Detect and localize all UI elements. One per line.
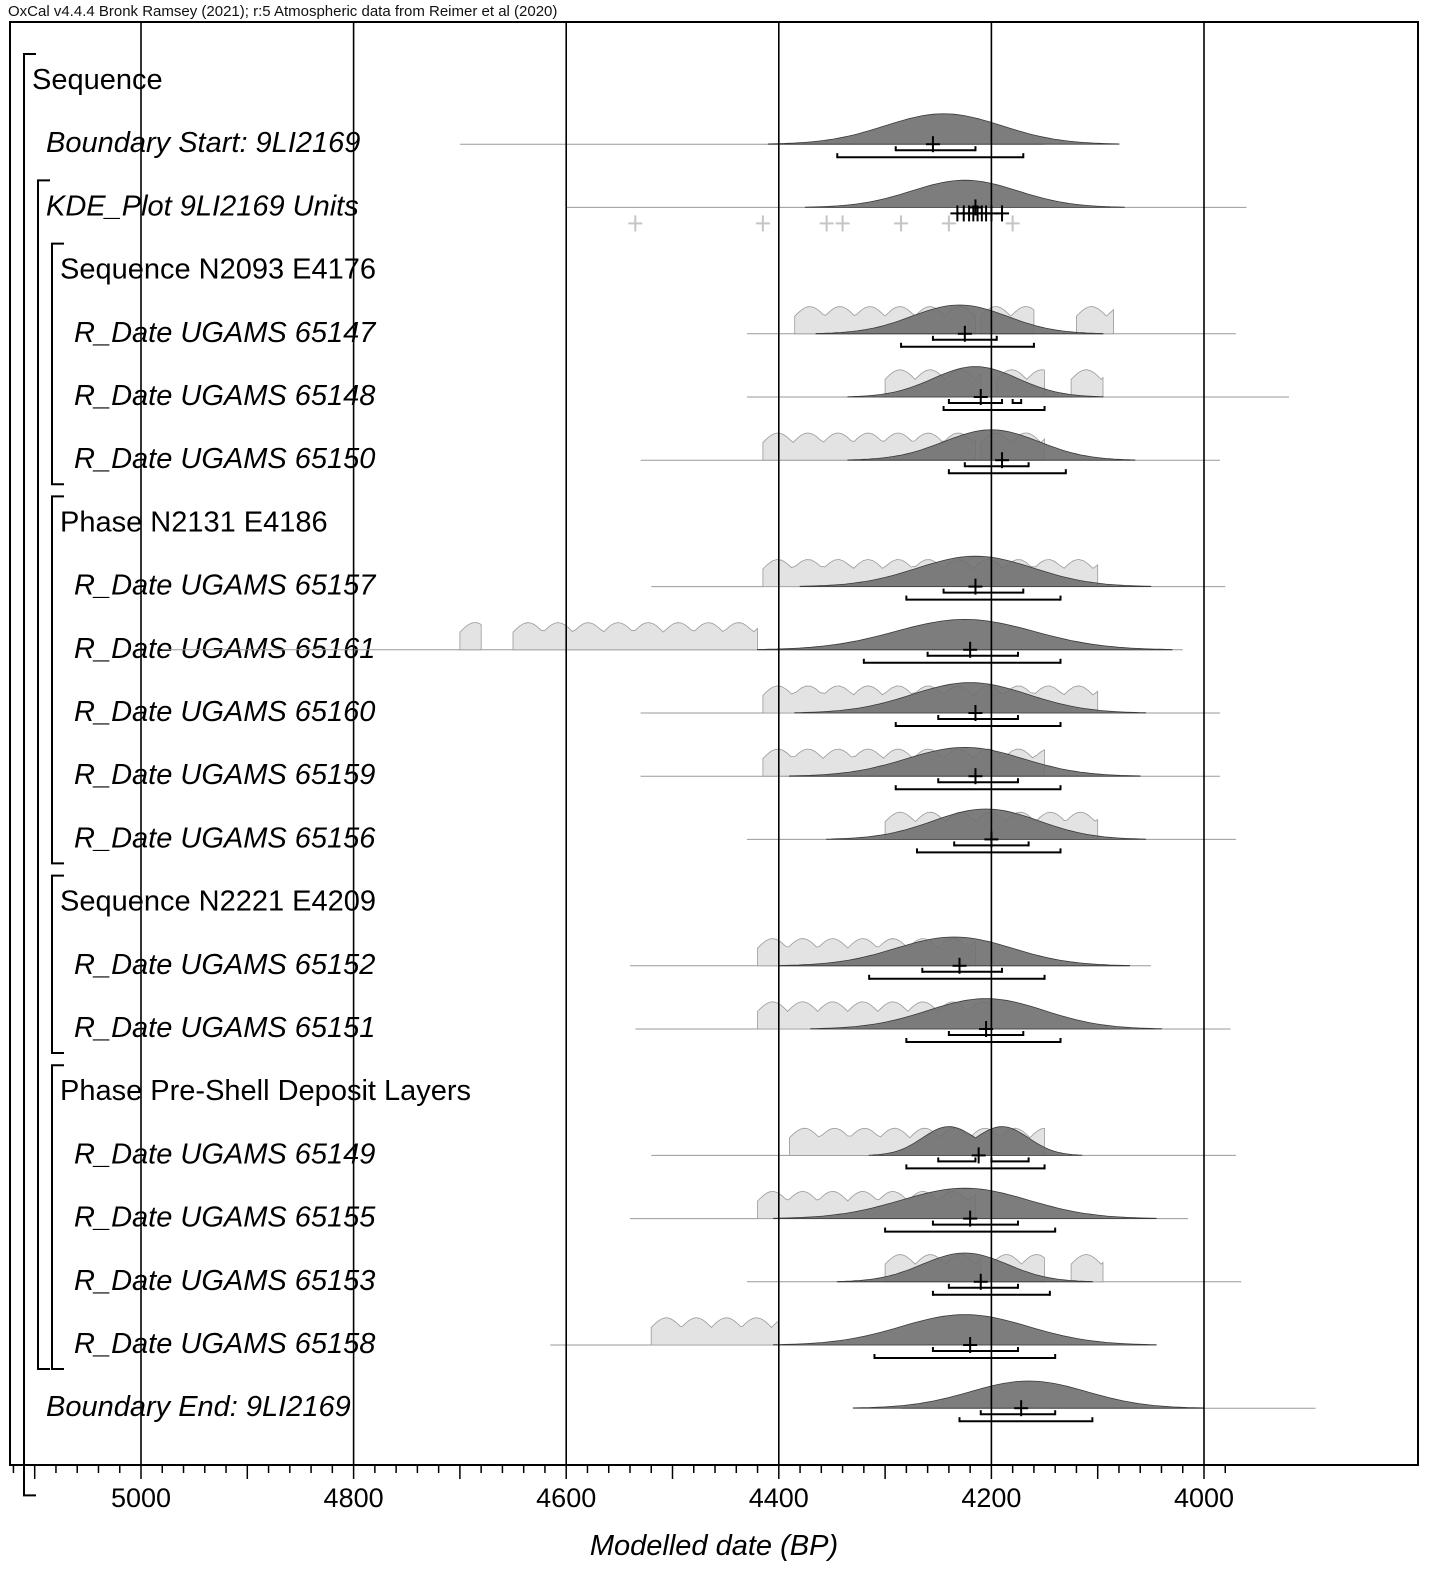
- row-13: Sequence N2221 E4209: [60, 886, 376, 918]
- group-label: Sequence N2093 E4176: [60, 254, 376, 286]
- posterior-area: [815, 304, 1104, 335]
- likelihood-area: [1070, 369, 1104, 398]
- row-19: R_Date UGAMS 65153: [74, 1252, 1242, 1297]
- posterior-area: [852, 1380, 1205, 1409]
- tick-label: 4000: [1174, 1483, 1234, 1513]
- row-label: R_Date UGAMS 65160: [74, 696, 375, 728]
- group-label: Phase Pre-Shell Deposit Layers: [60, 1075, 471, 1107]
- model-bracket: [51, 874, 64, 1054]
- likelihood-area: [1070, 1254, 1104, 1283]
- row-label: R_Date UGAMS 65158: [74, 1328, 375, 1360]
- posterior-area: [757, 618, 1173, 651]
- row-label: R_Date UGAMS 65148: [74, 380, 375, 412]
- posterior-area: [799, 555, 1152, 587]
- model-bracket: [37, 179, 50, 1370]
- row-20: R_Date UGAMS 65158: [74, 1314, 1157, 1360]
- row-label: Boundary Start: 9LI2169: [46, 127, 360, 159]
- plot-frame: [9, 21, 1419, 1466]
- likelihood-area: [512, 622, 758, 651]
- row-11: R_Date UGAMS 65159: [74, 746, 1220, 791]
- row-9: R_Date UGAMS 65161: [74, 618, 1183, 665]
- row-label: Boundary End: 9LI2169: [46, 1391, 351, 1423]
- row-5: R_Date UGAMS 65148: [74, 366, 1290, 412]
- row-6: R_Date UGAMS 65150: [74, 429, 1220, 475]
- row-18: R_Date UGAMS 65155: [74, 1187, 1189, 1234]
- row-label: R_Date UGAMS 65149: [74, 1138, 375, 1170]
- x-axis-label: Modelled date (BP): [590, 1530, 838, 1562]
- group-label: Phase N2131 E4186: [60, 506, 328, 538]
- row-label: R_Date UGAMS 65151: [74, 1012, 375, 1044]
- row-label: R_Date UGAMS 65161: [74, 633, 375, 665]
- posterior-area: [767, 113, 1120, 145]
- model-bracket: [51, 495, 64, 865]
- row-1: Boundary Start: 9LI2169: [46, 113, 1120, 159]
- posterior-area: [836, 1252, 1093, 1283]
- row-21: Boundary End: 9LI2169: [46, 1380, 1316, 1423]
- row-2: KDE_Plot 9LI2169 Units: [46, 179, 1247, 232]
- row-label: R_Date UGAMS 65150: [74, 443, 375, 475]
- posterior-area: [868, 1126, 1083, 1156]
- row-16: Phase Pre-Shell Deposit Layers: [60, 1075, 471, 1107]
- model-bracket: [51, 242, 64, 486]
- tick-label: 4800: [324, 1483, 384, 1513]
- row-label: R_Date UGAMS 65156: [74, 822, 376, 854]
- tick-label: 4600: [536, 1483, 596, 1513]
- posterior-area: [773, 1187, 1157, 1219]
- software-credit: OxCal v4.4.4 Bronk Ramsey (2021); r:5 At…: [8, 3, 558, 20]
- posterior-area: [773, 1314, 1157, 1346]
- group-label: Sequence: [32, 64, 163, 96]
- row-label: R_Date UGAMS 65147: [74, 317, 377, 349]
- group-label: Sequence N2221 E4209: [60, 886, 376, 918]
- posterior-area: [805, 179, 1125, 208]
- x-axis: 5000 4800 4600 4400 4200 4000: [12, 1465, 1234, 1513]
- row-label: R_Date UGAMS 65155: [74, 1202, 376, 1234]
- row-12: R_Date UGAMS 65156: [74, 808, 1236, 854]
- posterior-area: [789, 746, 1141, 777]
- likelihood-area: [459, 622, 482, 651]
- row-0: Sequence: [32, 64, 163, 96]
- row-17: R_Date UGAMS 65149: [74, 1126, 1236, 1170]
- model-bracket: [51, 1064, 64, 1370]
- row-7: Phase N2131 E4186: [60, 506, 328, 538]
- likelihood-area: [1076, 306, 1114, 335]
- likelihood-area: [650, 1317, 780, 1346]
- posterior-area: [810, 998, 1162, 1030]
- row-10: R_Date UGAMS 65160: [74, 682, 1220, 728]
- row-label: R_Date UGAMS 65159: [74, 759, 375, 791]
- tick-label: 5000: [111, 1483, 171, 1513]
- row-14: R_Date UGAMS 65152: [74, 936, 1151, 981]
- tick-label: 4400: [749, 1483, 809, 1513]
- row-label: KDE_Plot 9LI2169 Units: [46, 190, 359, 222]
- posterior-area: [847, 366, 1104, 398]
- row-label: R_Date UGAMS 65157: [74, 570, 377, 602]
- posterior-area: [826, 808, 1146, 840]
- row-8: R_Date UGAMS 65157: [74, 555, 1226, 602]
- row-3: Sequence N2093 E4176: [60, 254, 376, 286]
- posterior-area: [778, 936, 1130, 967]
- row-label: R_Date UGAMS 65153: [74, 1265, 375, 1297]
- row-15: R_Date UGAMS 65151: [74, 998, 1231, 1044]
- posterior-area: [794, 682, 1146, 714]
- tick-label: 4200: [961, 1483, 1021, 1513]
- model-bracket: [23, 53, 36, 1497]
- row-label: R_Date UGAMS 65152: [74, 949, 375, 981]
- row-4: R_Date UGAMS 65147: [74, 304, 1236, 349]
